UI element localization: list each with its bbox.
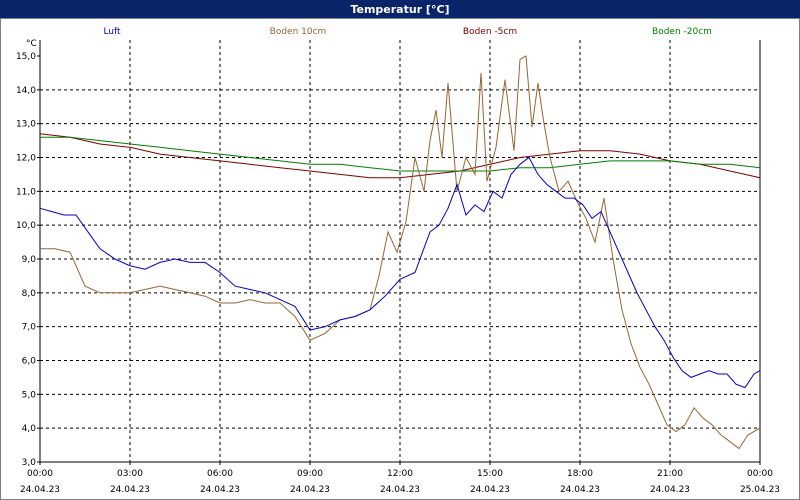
series-line-boden-20cm bbox=[40, 136, 761, 172]
y-tick-label: 10,0 bbox=[16, 221, 36, 231]
x-tick-date: 25.04.23 bbox=[740, 485, 780, 495]
legend-boden-5cm: Boden -5cm bbox=[463, 27, 517, 37]
x-tick-time: 06:00 bbox=[207, 469, 233, 479]
y-tick-label: 12,0 bbox=[16, 154, 36, 164]
y-tick-label: 7,0 bbox=[22, 323, 37, 333]
y-tick-label: 4,0 bbox=[22, 424, 37, 434]
x-tick-time: 00:00 bbox=[747, 469, 773, 479]
y-tick-label: 11,0 bbox=[16, 187, 36, 197]
y-tick-label: 14,0 bbox=[16, 86, 36, 96]
x-tick-time: 09:00 bbox=[297, 469, 323, 479]
x-tick-date: 24.04.23 bbox=[560, 485, 600, 495]
x-tick-time: 15:00 bbox=[477, 469, 503, 479]
x-tick-time: 03:00 bbox=[117, 469, 143, 479]
chart-title: Temperatur [°C] bbox=[0, 0, 800, 18]
y-tick-label: 15,0 bbox=[16, 52, 36, 62]
y-axis-unit: °C bbox=[26, 39, 37, 49]
series-line-luft bbox=[39, 156, 761, 389]
x-tick-date: 24.04.23 bbox=[470, 485, 510, 495]
x-tick-date: 24.04.23 bbox=[200, 485, 240, 495]
x-tick-date: 24.04.23 bbox=[110, 485, 150, 495]
series-line-boden-10cm bbox=[40, 55, 761, 450]
x-tick-time: 18:00 bbox=[567, 469, 593, 479]
x-tick-date: 24.04.23 bbox=[290, 485, 330, 495]
x-tick-time: 21:00 bbox=[657, 469, 683, 479]
x-tick-time: 00:00 bbox=[27, 469, 53, 479]
y-tick-label: 8,0 bbox=[22, 289, 37, 299]
x-tick-date: 24.04.23 bbox=[380, 485, 420, 495]
y-tick-label: 6,0 bbox=[22, 357, 37, 367]
y-tick-label: 3,0 bbox=[22, 458, 37, 468]
series-line-boden-5cm bbox=[39, 133, 761, 179]
x-tick-date: 24.04.23 bbox=[650, 485, 690, 495]
legend-luft: Luft bbox=[103, 27, 121, 37]
y-tick-label: 9,0 bbox=[22, 255, 37, 265]
y-tick-label: 13,0 bbox=[16, 120, 36, 130]
x-tick-time: 12:00 bbox=[387, 469, 413, 479]
legend-boden-10cm: Boden 10cm bbox=[270, 27, 327, 37]
x-tick-date: 24.04.23 bbox=[20, 485, 60, 495]
legend-boden-20cm: Boden -20cm bbox=[652, 27, 712, 37]
y-tick-label: 5,0 bbox=[22, 390, 37, 400]
